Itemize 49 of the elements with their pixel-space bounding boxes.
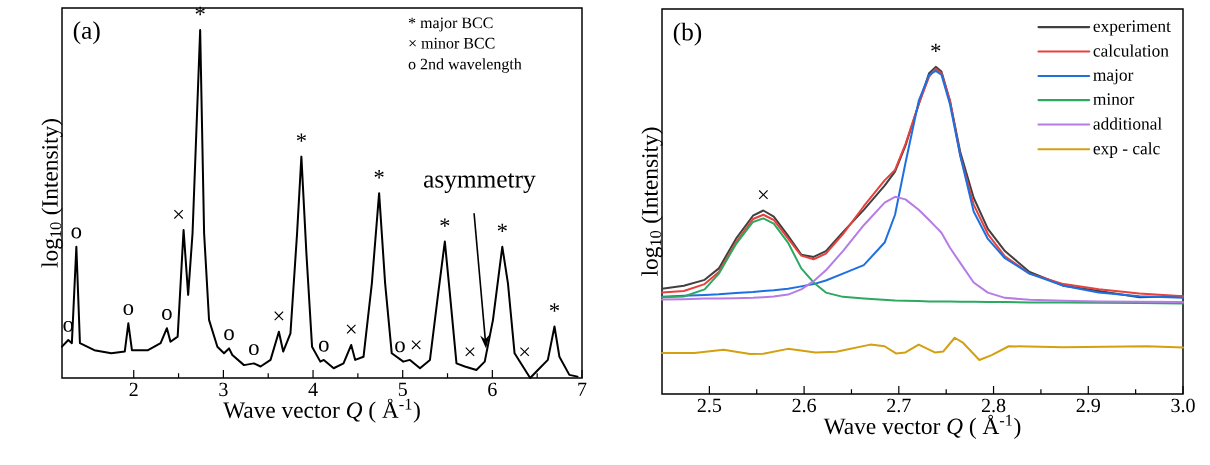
annotation: * [374, 170, 384, 179]
annotation: × [173, 209, 184, 219]
annotation: × [758, 190, 768, 200]
annotation: × minor BCC [409, 37, 495, 49]
annotation: × [411, 340, 421, 350]
legend-label: experiment [1093, 20, 1171, 36]
annotation: o 2nd wavelength [408, 58, 522, 73]
annotation: o [249, 344, 259, 356]
x-axis-title: Wave vector Q ( Å$^{-1}$) [823, 414, 1021, 439]
x-tick-label: 7 [578, 382, 587, 396]
annotation: × [465, 347, 475, 357]
annotation: o [123, 304, 134, 316]
annotation: asymmetry [424, 173, 536, 193]
text: (b) [673, 22, 702, 46]
annotation: * [195, 6, 205, 16]
x-tick-label: 2.8 [981, 398, 1006, 413]
annotation: * [497, 223, 507, 232]
annotation: * [549, 303, 560, 312]
annotation: × [274, 311, 284, 321]
annotation: * [440, 218, 450, 227]
annotation: o [162, 309, 172, 320]
annotation: × [346, 324, 356, 334]
annotation: o [318, 340, 329, 352]
annotation: * [296, 133, 306, 142]
legend-label: calculation [1093, 44, 1169, 57]
legend-label: exp - calc [1093, 142, 1160, 158]
x-tick-label: 4 [308, 382, 318, 396]
annotation: × [520, 347, 530, 357]
y-axis-title: log$_{10}$ (Intensity) [641, 127, 663, 276]
y-axis-title: log$_{10}$ (Intensity) [41, 119, 63, 268]
legend-label: major [1093, 69, 1134, 85]
x-tick-label: 2.9 [1076, 398, 1100, 413]
x-tick-label: 2.5 [697, 398, 722, 413]
x-tick-label: 6 [488, 382, 497, 397]
annotation: o [395, 341, 405, 353]
annotation: o [224, 329, 234, 341]
annotation: * [931, 43, 941, 53]
x-tick-label: 5 [398, 382, 407, 396]
legend-label: minor [1093, 93, 1135, 105]
x-tick-label: 3.0 [1171, 398, 1195, 413]
x-tick-label: 2.6 [792, 398, 817, 413]
x-tick-label: 2 [129, 382, 138, 396]
annotation: (a) [73, 21, 100, 45]
legend-label: additional [1093, 117, 1162, 130]
x-tick-label: 2.7 [887, 398, 911, 413]
annotation: o [71, 227, 82, 239]
x-tick-label: 3 [219, 382, 228, 397]
annotation: * major BCC [408, 17, 493, 32]
x-axis-title: Wave vector Q ( Å$^{-1}$) [223, 398, 420, 423]
